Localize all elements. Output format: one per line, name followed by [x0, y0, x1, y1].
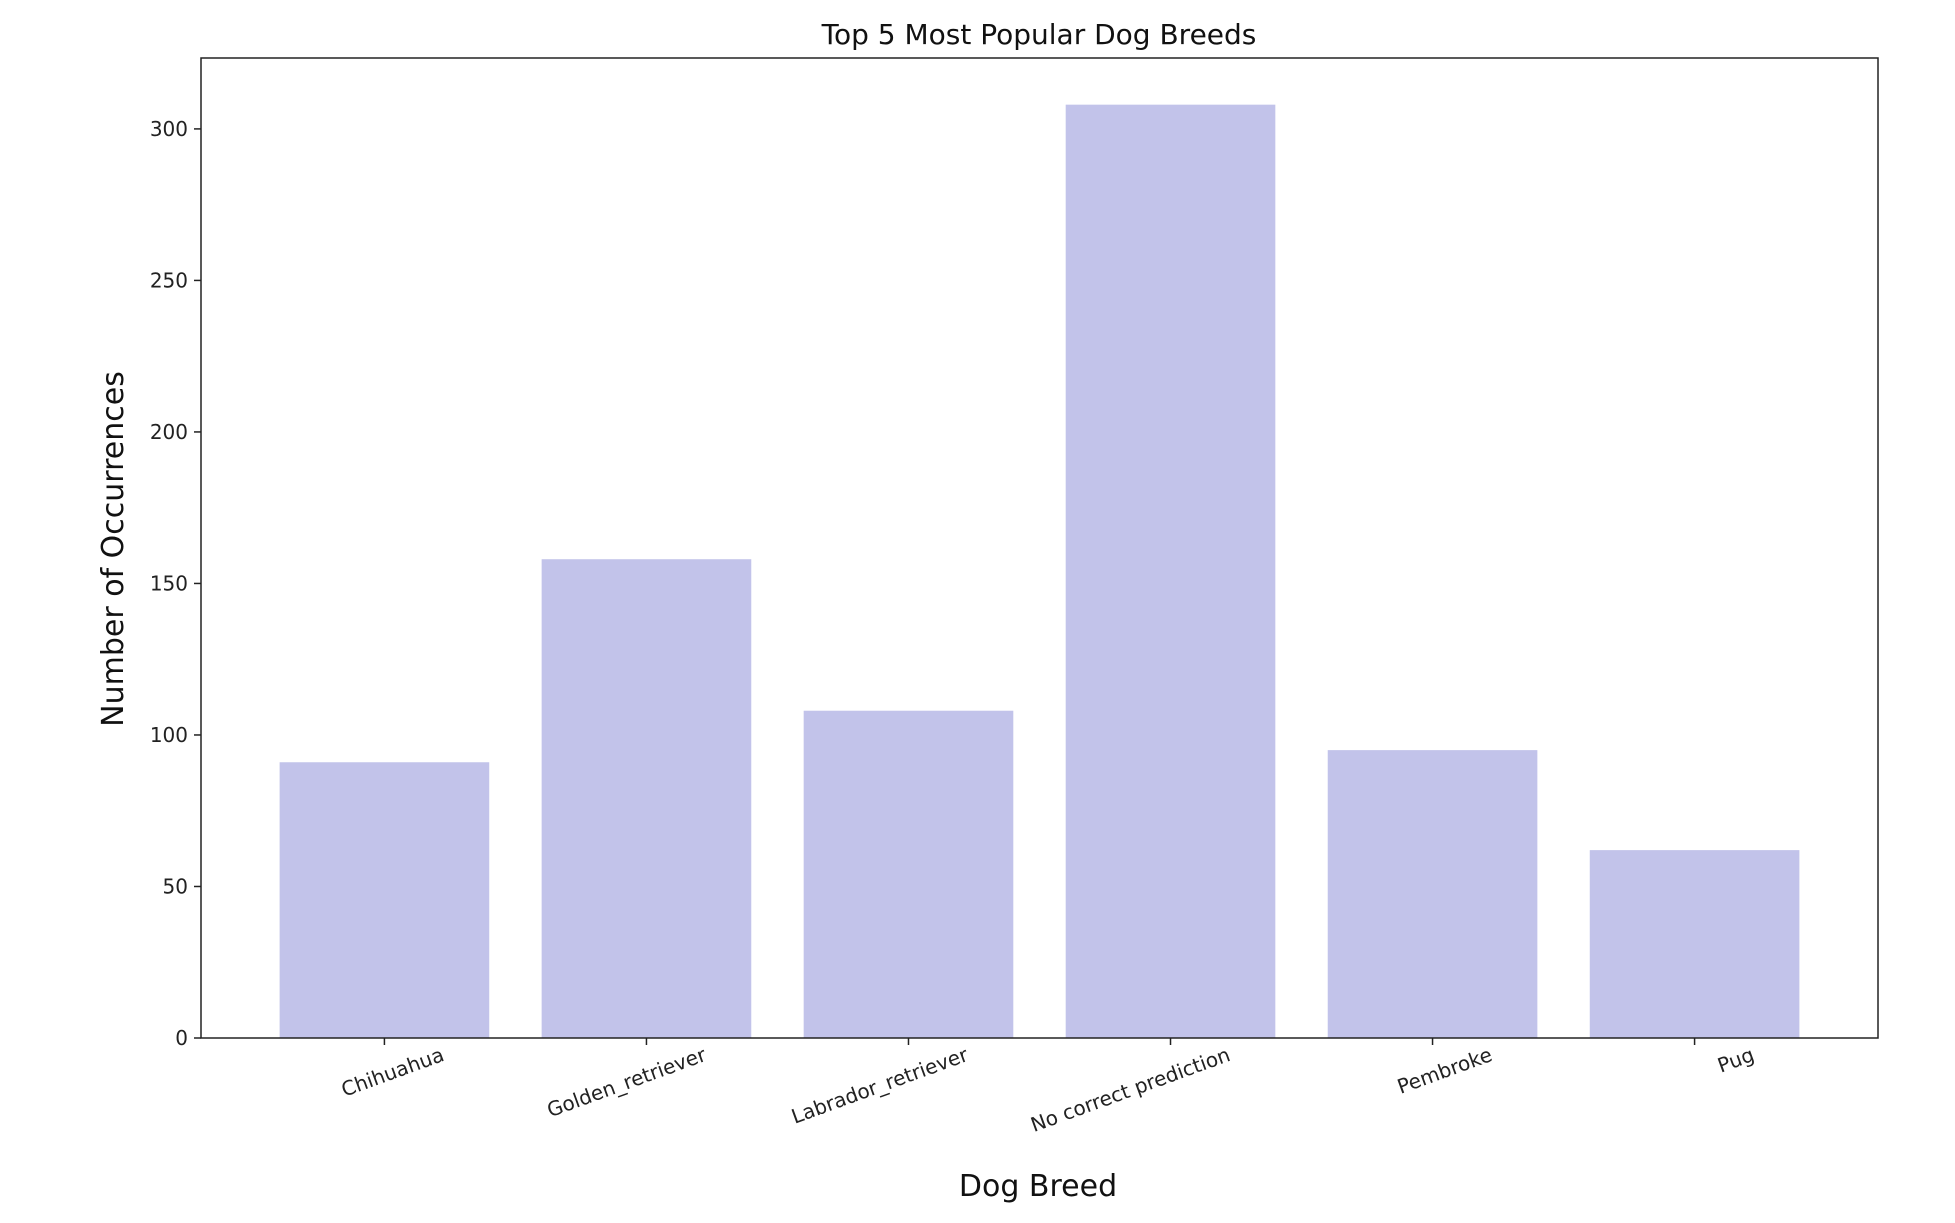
x-tick-label: Pug — [1714, 1042, 1757, 1077]
chart-title: Top 5 Most Popular Dog Breeds — [821, 18, 1257, 51]
bar-no-correct-prediction — [1065, 104, 1276, 1038]
y-tick-label: 250 — [150, 268, 188, 292]
y-tick-label: 200 — [150, 420, 188, 444]
x-axis: Chihuahua Golden_retriever Labrador_retrie… — [338, 1038, 1757, 1137]
y-tick-label: 300 — [150, 117, 188, 141]
x-tick-label: Golden_retriever — [544, 1042, 710, 1122]
bars-group — [279, 104, 1800, 1038]
y-tick-label: 50 — [163, 874, 188, 898]
y-tick-label: 0 — [175, 1026, 188, 1050]
bar-pembroke — [1327, 750, 1538, 1038]
x-tick-label: Labrador_retriever — [788, 1042, 972, 1128]
x-axis-label: Dog Breed — [959, 1169, 1117, 1204]
x-tick-label: Pembroke — [1394, 1042, 1495, 1098]
y-axis: 0 50 100 150 200 250 300 — [150, 117, 201, 1050]
bar-labrador-retriever — [803, 710, 1014, 1038]
y-tick-label: 150 — [150, 571, 188, 595]
bar-golden-retriever — [541, 559, 752, 1038]
x-tick-label: No correct prediction — [1027, 1042, 1233, 1136]
bar-pug — [1589, 850, 1800, 1038]
y-tick-label: 100 — [150, 723, 188, 747]
y-axis-label: Number of Occurrences — [96, 371, 131, 727]
plot-frame — [200, 57, 1879, 1039]
bar-chihuahua — [279, 762, 490, 1038]
x-tick-label: Chihuahua — [338, 1042, 447, 1101]
